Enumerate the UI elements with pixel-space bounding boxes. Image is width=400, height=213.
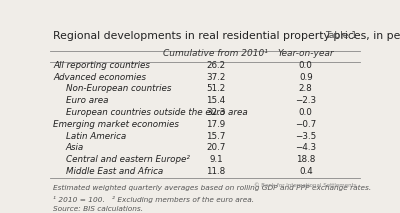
Text: 18.8: 18.8 bbox=[296, 155, 316, 164]
Text: Table 1: Table 1 bbox=[325, 31, 357, 40]
Text: 20.7: 20.7 bbox=[206, 144, 226, 153]
Text: 11.8: 11.8 bbox=[206, 167, 226, 176]
Text: 0.9: 0.9 bbox=[299, 73, 313, 82]
Text: 15.4: 15.4 bbox=[206, 96, 226, 105]
Text: 15.7: 15.7 bbox=[206, 132, 226, 141]
Text: Euro area: Euro area bbox=[66, 96, 108, 105]
Text: Regional developments in real residential property prices, in per cent, Q3 2022: Regional developments in real residentia… bbox=[53, 31, 400, 41]
Text: ¹ 2010 = 100.   ² Excluding members of the euro area.: ¹ 2010 = 100. ² Excluding members of the… bbox=[53, 196, 254, 203]
Text: Year-on-year: Year-on-year bbox=[278, 49, 334, 58]
Text: 17.9: 17.9 bbox=[206, 120, 226, 129]
Text: © Bank for International Settlements: © Bank for International Settlements bbox=[254, 183, 357, 188]
Text: Non-European countries: Non-European countries bbox=[66, 84, 171, 94]
Text: European countries outside the euro area: European countries outside the euro area bbox=[66, 108, 247, 117]
Text: 9.1: 9.1 bbox=[209, 155, 223, 164]
Text: Latin America: Latin America bbox=[66, 132, 126, 141]
Text: All reporting countries: All reporting countries bbox=[53, 61, 150, 70]
Text: Source: BIS calculations.: Source: BIS calculations. bbox=[53, 206, 143, 212]
Text: −3.5: −3.5 bbox=[295, 132, 316, 141]
Text: 26.2: 26.2 bbox=[206, 61, 226, 70]
Text: Advanced economies: Advanced economies bbox=[53, 73, 146, 82]
Text: Asia: Asia bbox=[66, 144, 84, 153]
Text: 32.3: 32.3 bbox=[206, 108, 226, 117]
Text: 37.2: 37.2 bbox=[206, 73, 226, 82]
Text: 0.0: 0.0 bbox=[299, 61, 313, 70]
Text: Cumulative from 2010¹: Cumulative from 2010¹ bbox=[164, 49, 268, 58]
Text: 0.0: 0.0 bbox=[299, 108, 313, 117]
Text: −2.3: −2.3 bbox=[295, 96, 316, 105]
Text: −4.3: −4.3 bbox=[295, 144, 316, 153]
Text: Emerging market economies: Emerging market economies bbox=[53, 120, 179, 129]
Text: Estimated weighted quarterly averages based on rolling GDP and PPP exchange rate: Estimated weighted quarterly averages ba… bbox=[53, 184, 371, 191]
Text: Central and eastern Europe²: Central and eastern Europe² bbox=[66, 155, 189, 164]
Text: 2.8: 2.8 bbox=[299, 84, 313, 94]
Text: 0.4: 0.4 bbox=[299, 167, 313, 176]
Text: Middle East and Africa: Middle East and Africa bbox=[66, 167, 163, 176]
Text: 51.2: 51.2 bbox=[206, 84, 226, 94]
Text: −0.7: −0.7 bbox=[295, 120, 316, 129]
